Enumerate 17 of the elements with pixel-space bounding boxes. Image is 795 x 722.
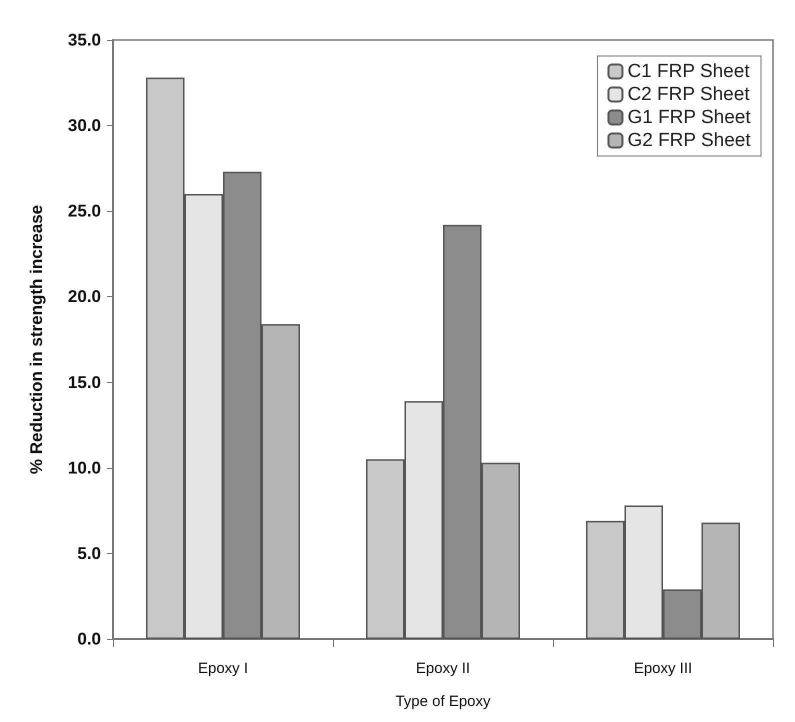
y-tick-label: 15.0 xyxy=(68,372,101,392)
x-tick-label: Epoxy III xyxy=(634,660,692,677)
y-tick-label: 35.0 xyxy=(68,30,101,50)
legend-label: G2 FRP Sheet xyxy=(627,130,752,151)
x-axis-title: Type of Epoxy xyxy=(395,693,492,710)
x-tick-label: Epoxy I xyxy=(198,660,248,677)
y-tick-label: 10.0 xyxy=(68,458,101,478)
y-tick-label: 30.0 xyxy=(68,116,101,136)
y-tick-label: 5.0 xyxy=(77,544,101,563)
y-axis-title: % Reduction in strength increase xyxy=(27,204,46,474)
y-tick-label: 25.0 xyxy=(68,202,101,221)
legend-label: C2 FRP Sheet xyxy=(627,84,750,105)
x-tick-label: Epoxy II xyxy=(416,660,470,677)
legend-label: G1 FRP Sheet xyxy=(627,107,752,128)
y-tick-label: 0.0 xyxy=(77,630,101,648)
y-tick-label: 20.0 xyxy=(68,287,101,306)
legend-label: C1 FRP Sheet xyxy=(627,61,750,82)
